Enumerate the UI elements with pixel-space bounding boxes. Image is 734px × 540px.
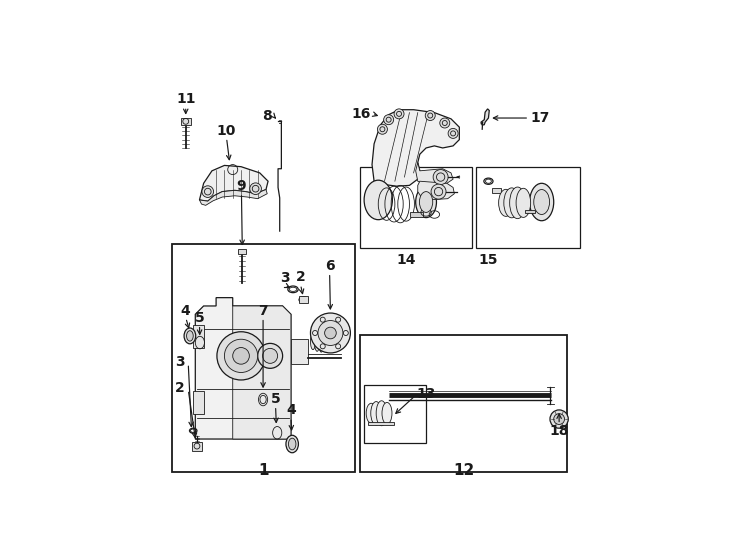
- Circle shape: [310, 313, 350, 353]
- Polygon shape: [372, 110, 459, 186]
- Bar: [172, 244, 355, 472]
- Text: 18: 18: [549, 424, 569, 438]
- Ellipse shape: [530, 183, 553, 221]
- Text: 6: 6: [324, 259, 335, 273]
- Circle shape: [217, 332, 265, 380]
- Text: 10: 10: [217, 124, 236, 138]
- Circle shape: [324, 327, 336, 339]
- Text: 16: 16: [352, 107, 371, 121]
- Ellipse shape: [299, 296, 308, 303]
- Polygon shape: [200, 165, 268, 201]
- Circle shape: [394, 109, 404, 119]
- Ellipse shape: [516, 188, 531, 218]
- Ellipse shape: [327, 333, 332, 350]
- Text: 3: 3: [280, 271, 289, 285]
- Circle shape: [318, 321, 343, 346]
- Bar: [492, 188, 501, 193]
- Ellipse shape: [323, 332, 328, 352]
- Ellipse shape: [504, 188, 520, 218]
- Ellipse shape: [377, 401, 387, 426]
- Polygon shape: [481, 109, 490, 125]
- Text: 2: 2: [175, 381, 185, 395]
- Bar: [410, 212, 423, 217]
- Ellipse shape: [288, 438, 296, 450]
- Text: 3: 3: [175, 355, 185, 369]
- Polygon shape: [233, 306, 291, 439]
- Bar: [299, 295, 308, 303]
- Text: 15: 15: [479, 253, 498, 267]
- Ellipse shape: [371, 402, 382, 425]
- Polygon shape: [418, 181, 454, 199]
- Ellipse shape: [319, 330, 324, 352]
- Circle shape: [448, 129, 458, 138]
- Polygon shape: [195, 298, 291, 439]
- Ellipse shape: [419, 192, 433, 212]
- Text: 9: 9: [236, 179, 247, 193]
- Bar: [181, 118, 191, 125]
- Bar: [291, 339, 308, 364]
- Ellipse shape: [314, 332, 320, 352]
- Bar: [525, 210, 535, 213]
- Bar: [368, 422, 393, 425]
- Bar: [360, 335, 567, 472]
- Circle shape: [431, 184, 446, 199]
- Text: 5: 5: [271, 392, 280, 406]
- Circle shape: [433, 170, 448, 185]
- Circle shape: [233, 348, 250, 364]
- Ellipse shape: [186, 330, 193, 341]
- Text: 2: 2: [296, 271, 305, 285]
- Bar: [238, 249, 247, 254]
- Circle shape: [202, 186, 214, 198]
- Bar: [360, 167, 472, 248]
- Circle shape: [250, 183, 261, 194]
- Text: 7: 7: [258, 303, 268, 318]
- Text: 17: 17: [530, 111, 549, 125]
- Circle shape: [263, 348, 277, 363]
- Bar: [476, 167, 580, 248]
- Circle shape: [425, 111, 435, 120]
- Ellipse shape: [382, 402, 392, 424]
- Text: 4: 4: [181, 303, 191, 318]
- Polygon shape: [200, 190, 267, 205]
- Ellipse shape: [534, 190, 550, 214]
- Ellipse shape: [286, 435, 299, 453]
- Text: 14: 14: [396, 253, 416, 267]
- Ellipse shape: [364, 180, 393, 220]
- Text: 12: 12: [453, 463, 474, 478]
- Ellipse shape: [415, 186, 437, 218]
- Circle shape: [440, 118, 450, 128]
- Text: 5: 5: [195, 310, 204, 325]
- Ellipse shape: [498, 190, 513, 217]
- Circle shape: [225, 339, 258, 373]
- Polygon shape: [415, 163, 453, 185]
- Circle shape: [384, 114, 393, 125]
- Ellipse shape: [509, 187, 526, 219]
- Circle shape: [550, 410, 568, 428]
- Circle shape: [258, 343, 283, 368]
- Bar: [364, 385, 426, 443]
- Ellipse shape: [310, 333, 316, 349]
- Bar: [193, 325, 203, 348]
- Text: 1: 1: [258, 463, 269, 478]
- Text: 13: 13: [417, 387, 436, 401]
- Circle shape: [553, 414, 564, 424]
- Bar: [193, 391, 203, 414]
- Text: 4: 4: [286, 403, 296, 417]
- Ellipse shape: [366, 403, 377, 423]
- Ellipse shape: [184, 328, 196, 344]
- Text: 11: 11: [176, 92, 195, 106]
- Bar: [192, 442, 202, 451]
- Circle shape: [377, 124, 388, 134]
- Text: 8: 8: [263, 109, 272, 123]
